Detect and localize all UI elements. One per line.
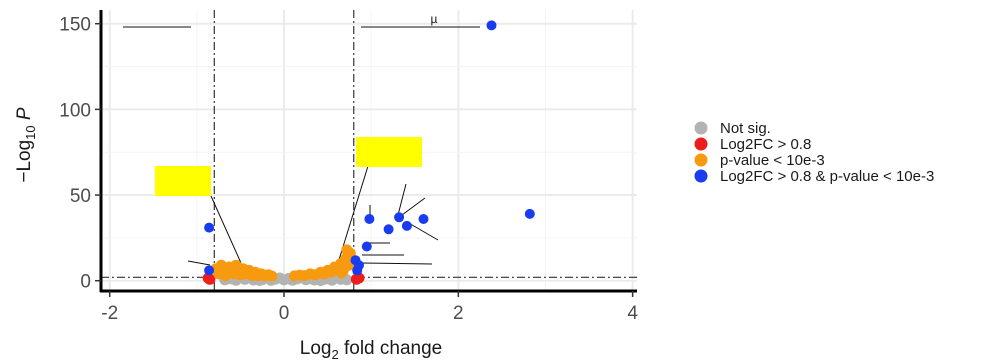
label-connector	[397, 183, 407, 216]
legend-entry: Log2FC > 0.8 & p-value < 10e-3	[694, 168, 934, 185]
tick-labels: -2 0 2 4 0 50 100 150	[59, 15, 638, 324]
legend-swatch	[694, 137, 708, 151]
label-connector	[406, 221, 439, 241]
x-axis-title: Log2 fold change	[300, 338, 442, 362]
x-tick-label: 0	[279, 303, 290, 324]
data-point	[202, 272, 214, 284]
annotation-label-mu: µ	[431, 12, 438, 26]
label-connector	[401, 197, 426, 216]
legend-swatch	[694, 169, 708, 183]
data-point	[364, 214, 375, 224]
legend-label: Log2FC > 0.8	[720, 136, 811, 153]
data-point	[361, 241, 372, 252]
data-point	[204, 222, 215, 233]
legend-entry: Log2FC > 0.8	[694, 136, 811, 153]
data-point	[336, 267, 347, 279]
label-connector	[359, 262, 433, 265]
data-point	[352, 265, 363, 276]
data-point	[341, 244, 353, 256]
y-tick-label: 100	[59, 100, 91, 121]
y-tick-label: 0	[80, 272, 91, 293]
x-tick-label: 4	[627, 303, 638, 324]
cutoff-lines	[101, 10, 637, 291]
legend-entry: p-value < 10e-3	[694, 152, 825, 169]
data-point	[418, 214, 429, 224]
data-point	[486, 20, 497, 31]
legend-label: Log2FC > 0.8 & p-value < 10e-3	[720, 168, 934, 185]
label-connectors	[123, 26, 480, 266]
legend-label: Not sig.	[720, 120, 771, 137]
data-points	[202, 20, 535, 286]
legend-swatch	[694, 121, 708, 135]
data-point	[524, 208, 535, 219]
label-connector	[210, 195, 242, 264]
legend: Not sig.Log2FC > 0.8p-value < 10e-3Log2F…	[694, 120, 934, 185]
x-tick-label: 2	[453, 303, 464, 324]
y-tick-label: 150	[59, 15, 91, 36]
data-point	[394, 212, 405, 223]
legend-label: p-value < 10e-3	[720, 152, 825, 169]
y-axis-title: −Log10 P	[14, 107, 38, 183]
x-tick-label: -2	[101, 303, 118, 324]
label-box-right	[356, 137, 422, 167]
label-connector	[187, 260, 211, 266]
data-point	[401, 220, 412, 231]
data-point	[204, 265, 215, 276]
y-tick-label: 50	[70, 186, 91, 207]
data-point	[266, 270, 278, 282]
label-boxes	[155, 137, 422, 196]
legend-swatch	[694, 153, 708, 167]
data-point	[383, 224, 394, 235]
label-box-left	[155, 166, 211, 196]
legend-entry: Not sig.	[694, 120, 771, 137]
axes	[95, 10, 637, 297]
